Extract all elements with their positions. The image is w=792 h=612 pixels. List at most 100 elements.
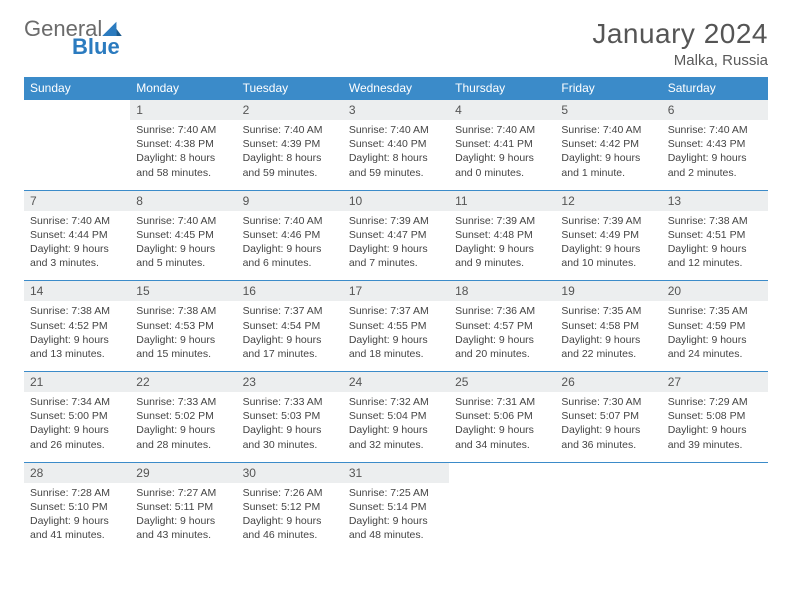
sunset-text: Sunset: 5:07 PM <box>561 409 655 423</box>
sunset-text: Sunset: 4:58 PM <box>561 319 655 333</box>
sunrise-text: Sunrise: 7:39 AM <box>349 214 443 228</box>
day-number: 18 <box>449 281 555 302</box>
sunset-text: Sunset: 4:57 PM <box>455 319 549 333</box>
day-number: 24 <box>343 372 449 393</box>
sunset-text: Sunset: 5:02 PM <box>136 409 230 423</box>
dayhead-tue: Tuesday <box>237 77 343 100</box>
daylight-text-1: Daylight: 9 hours <box>243 333 337 347</box>
day-cell: Sunrise: 7:40 AMSunset: 4:38 PMDaylight:… <box>130 120 236 190</box>
sunset-text: Sunset: 5:03 PM <box>243 409 337 423</box>
daylight-text-1: Daylight: 9 hours <box>349 423 443 437</box>
sunset-text: Sunset: 4:55 PM <box>349 319 443 333</box>
daylight-text-1: Daylight: 9 hours <box>30 423 124 437</box>
day-number: 15 <box>130 281 236 302</box>
day-number: 4 <box>449 100 555 121</box>
daylight-text-2: and 43 minutes. <box>136 528 230 542</box>
day-cell: Sunrise: 7:40 AMSunset: 4:44 PMDaylight:… <box>24 211 130 281</box>
daylight-text-2: and 20 minutes. <box>455 347 549 361</box>
day-number <box>24 100 130 121</box>
daylight-text-1: Daylight: 9 hours <box>455 423 549 437</box>
daylight-text-2: and 13 minutes. <box>30 347 124 361</box>
sunrise-text: Sunrise: 7:40 AM <box>561 123 655 137</box>
sunset-text: Sunset: 5:08 PM <box>668 409 762 423</box>
calendar-page: GeneralBlue January 2024 Malka, Russia S… <box>0 0 792 570</box>
day-cell: Sunrise: 7:36 AMSunset: 4:57 PMDaylight:… <box>449 301 555 371</box>
sunrise-text: Sunrise: 7:29 AM <box>668 395 762 409</box>
day-cell: Sunrise: 7:28 AMSunset: 5:10 PMDaylight:… <box>24 483 130 553</box>
sunrise-text: Sunrise: 7:40 AM <box>136 214 230 228</box>
sunrise-text: Sunrise: 7:35 AM <box>668 304 762 318</box>
week-num-row: 14151617181920 <box>24 281 768 302</box>
sunset-text: Sunset: 4:38 PM <box>136 137 230 151</box>
sunset-text: Sunset: 4:41 PM <box>455 137 549 151</box>
day-cell: Sunrise: 7:39 AMSunset: 4:48 PMDaylight:… <box>449 211 555 281</box>
day-header-row: Sunday Monday Tuesday Wednesday Thursday… <box>24 77 768 100</box>
daylight-text-2: and 0 minutes. <box>455 166 549 180</box>
daylight-text-2: and 2 minutes. <box>668 166 762 180</box>
sunset-text: Sunset: 4:40 PM <box>349 137 443 151</box>
logo-text-2: Blue <box>72 36 122 58</box>
sunrise-text: Sunrise: 7:37 AM <box>349 304 443 318</box>
daylight-text-1: Daylight: 9 hours <box>561 423 655 437</box>
sunrise-text: Sunrise: 7:33 AM <box>243 395 337 409</box>
sunset-text: Sunset: 4:52 PM <box>30 319 124 333</box>
daylight-text-2: and 59 minutes. <box>243 166 337 180</box>
daylight-text-2: and 28 minutes. <box>136 438 230 452</box>
day-cell: Sunrise: 7:37 AMSunset: 4:55 PMDaylight:… <box>343 301 449 371</box>
daylight-text-2: and 10 minutes. <box>561 256 655 270</box>
dayhead-fri: Friday <box>555 77 661 100</box>
day-cell <box>449 483 555 553</box>
sunrise-text: Sunrise: 7:28 AM <box>30 486 124 500</box>
daylight-text-1: Daylight: 9 hours <box>243 514 337 528</box>
week-info-row: Sunrise: 7:40 AMSunset: 4:44 PMDaylight:… <box>24 211 768 281</box>
day-number: 9 <box>237 190 343 211</box>
sunrise-text: Sunrise: 7:38 AM <box>668 214 762 228</box>
daylight-text-2: and 12 minutes. <box>668 256 762 270</box>
day-number <box>662 462 768 483</box>
day-cell: Sunrise: 7:29 AMSunset: 5:08 PMDaylight:… <box>662 392 768 462</box>
sunrise-text: Sunrise: 7:37 AM <box>243 304 337 318</box>
day-number: 1 <box>130 100 236 121</box>
day-cell: Sunrise: 7:25 AMSunset: 5:14 PMDaylight:… <box>343 483 449 553</box>
day-cell <box>662 483 768 553</box>
day-number: 25 <box>449 372 555 393</box>
daylight-text-1: Daylight: 9 hours <box>30 514 124 528</box>
day-cell: Sunrise: 7:40 AMSunset: 4:46 PMDaylight:… <box>237 211 343 281</box>
sunrise-text: Sunrise: 7:40 AM <box>243 123 337 137</box>
calendar-body: 123456Sunrise: 7:40 AMSunset: 4:38 PMDay… <box>24 100 768 553</box>
daylight-text-2: and 58 minutes. <box>136 166 230 180</box>
day-cell: Sunrise: 7:40 AMSunset: 4:40 PMDaylight:… <box>343 120 449 190</box>
day-cell: Sunrise: 7:40 AMSunset: 4:42 PMDaylight:… <box>555 120 661 190</box>
sunrise-text: Sunrise: 7:27 AM <box>136 486 230 500</box>
day-cell: Sunrise: 7:40 AMSunset: 4:45 PMDaylight:… <box>130 211 236 281</box>
daylight-text-1: Daylight: 8 hours <box>136 151 230 165</box>
sunrise-text: Sunrise: 7:31 AM <box>455 395 549 409</box>
sunrise-text: Sunrise: 7:35 AM <box>561 304 655 318</box>
day-cell: Sunrise: 7:35 AMSunset: 4:59 PMDaylight:… <box>662 301 768 371</box>
dayhead-wed: Wednesday <box>343 77 449 100</box>
sunrise-text: Sunrise: 7:39 AM <box>455 214 549 228</box>
week-info-row: Sunrise: 7:40 AM Sunset: 4:38 PMDaylight:… <box>24 120 768 190</box>
day-cell: Sunrise: 7:35 AMSunset: 4:58 PMDaylight:… <box>555 301 661 371</box>
daylight-text-1: Daylight: 9 hours <box>136 423 230 437</box>
sunset-text: Sunset: 4:39 PM <box>243 137 337 151</box>
daylight-text-2: and 30 minutes. <box>243 438 337 452</box>
daylight-text-2: and 36 minutes. <box>561 438 655 452</box>
day-number: 16 <box>237 281 343 302</box>
sunrise-text: Sunrise: 7:36 AM <box>455 304 549 318</box>
day-number: 28 <box>24 462 130 483</box>
day-number: 10 <box>343 190 449 211</box>
daylight-text-1: Daylight: 9 hours <box>30 333 124 347</box>
week-info-row: Sunrise: 7:38 AMSunset: 4:52 PMDaylight:… <box>24 301 768 371</box>
day-cell: Sunrise: 7:38 AMSunset: 4:52 PMDaylight:… <box>24 301 130 371</box>
daylight-text-2: and 15 minutes. <box>136 347 230 361</box>
location-label: Malka, Russia <box>592 52 768 69</box>
daylight-text-2: and 1 minute. <box>561 166 655 180</box>
daylight-text-2: and 5 minutes. <box>136 256 230 270</box>
sunset-text: Sunset: 4:53 PM <box>136 319 230 333</box>
day-cell: Sunrise: 7:26 AMSunset: 5:12 PMDaylight:… <box>237 483 343 553</box>
day-cell: Sunrise: 7:40 AMSunset: 4:39 PMDaylight:… <box>237 120 343 190</box>
dayhead-sun: Sunday <box>24 77 130 100</box>
daylight-text-1: Daylight: 9 hours <box>561 242 655 256</box>
day-number: 30 <box>237 462 343 483</box>
